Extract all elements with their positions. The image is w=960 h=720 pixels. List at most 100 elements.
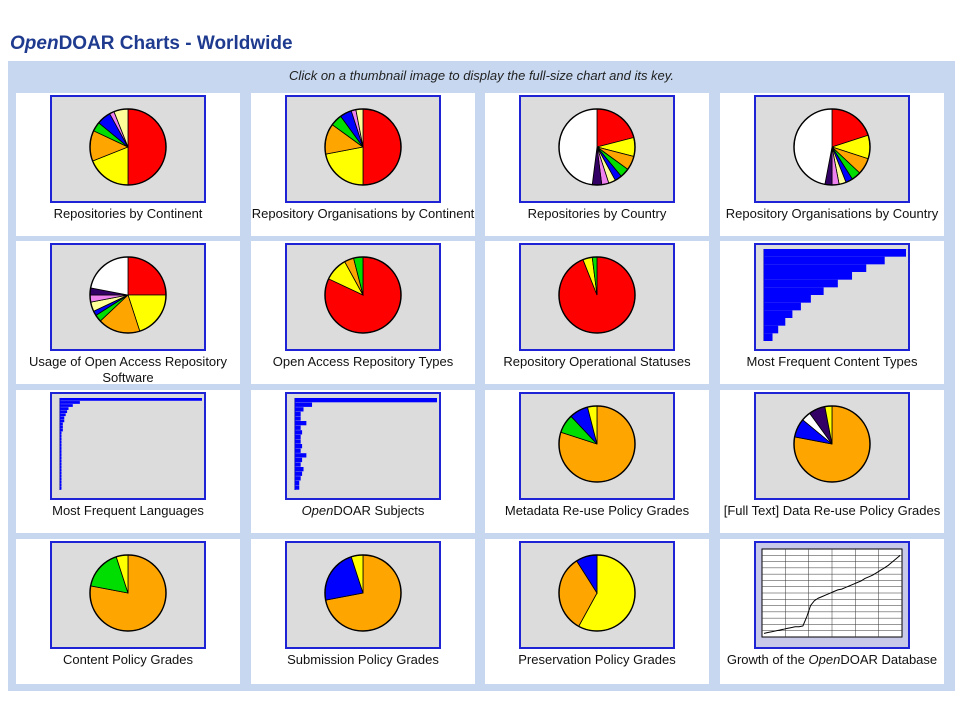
chart-thumbnail-link[interactable] xyxy=(285,541,441,649)
pie-outline xyxy=(89,256,167,334)
bar xyxy=(60,486,62,490)
chart-thumbnail-link[interactable] xyxy=(50,243,206,351)
bar xyxy=(764,272,853,280)
caption-text: Repository Organisations by Country xyxy=(725,206,939,221)
bar xyxy=(60,480,62,484)
chart-thumbnail-link[interactable] xyxy=(754,243,910,351)
bar xyxy=(764,310,793,318)
thumbnail-caption: Most Frequent Content Types xyxy=(720,354,944,370)
chart-thumbnail-image[interactable] xyxy=(521,394,673,498)
bar xyxy=(60,425,63,429)
caption-text: DOAR Subjects xyxy=(333,503,425,518)
bar xyxy=(60,456,62,460)
bar xyxy=(60,401,80,404)
bar xyxy=(60,419,65,423)
thumbnail-cell: [Full Text] Data Re-use Policy Grades xyxy=(720,390,944,533)
thumbnail-cell: Repositories by Continent xyxy=(16,93,240,236)
bar xyxy=(295,416,301,421)
chart-thumbnail-link[interactable] xyxy=(519,392,675,500)
thumbnail-cell: Repository Organisations by Continent xyxy=(251,93,475,236)
bar xyxy=(764,279,838,288)
growth-line xyxy=(763,555,901,634)
bar xyxy=(764,287,824,295)
bar xyxy=(60,471,62,475)
bar xyxy=(60,453,62,456)
chart-thumbnail-image[interactable] xyxy=(287,97,439,201)
bar xyxy=(764,256,885,265)
chart-thumbnail-image[interactable] xyxy=(521,543,673,647)
chart-thumbnail-link[interactable] xyxy=(754,541,910,649)
thumbnail-caption: Preservation Policy Grades xyxy=(485,652,709,668)
pie-slice xyxy=(127,108,167,186)
bar xyxy=(295,434,301,440)
pie-outline xyxy=(324,256,402,334)
chart-thumbnail-image[interactable] xyxy=(521,245,673,349)
chart-thumbnail-image[interactable] xyxy=(52,245,204,349)
thumbnail-caption: Repository Organisations by Continent xyxy=(251,206,475,222)
pie-outline xyxy=(89,554,167,632)
chart-thumbnail-image[interactable] xyxy=(521,97,673,201)
bar xyxy=(295,448,301,453)
chart-thumbnail-image[interactable] xyxy=(756,245,908,349)
bar xyxy=(295,480,300,486)
caption-text: Open Access Repository Types xyxy=(272,354,454,369)
thumbnail-cell: Preservation Policy Grades xyxy=(485,539,709,684)
pie-slice xyxy=(793,108,833,185)
chart-thumbnail-link[interactable] xyxy=(285,95,441,203)
chart-thumbnail-image[interactable] xyxy=(287,245,439,349)
bar xyxy=(60,447,62,450)
chart-thumbnail-image[interactable] xyxy=(287,394,439,498)
thumbnail-cell: Repository Operational Statuses xyxy=(485,241,709,384)
bar xyxy=(60,404,73,407)
bar xyxy=(60,462,62,466)
chart-thumbnail-link[interactable] xyxy=(50,541,206,649)
bar xyxy=(60,465,62,469)
bar xyxy=(295,467,304,472)
charts-panel: Click on a thumbnail image to display th… xyxy=(8,61,955,691)
bar xyxy=(295,462,301,467)
pie-outline xyxy=(558,554,636,632)
bar xyxy=(60,477,62,481)
chart-thumbnail-link[interactable] xyxy=(50,95,206,203)
bar xyxy=(60,444,62,447)
bar xyxy=(295,421,307,426)
chart-thumbnail-image[interactable] xyxy=(756,543,908,647)
chart-thumbnail-link[interactable] xyxy=(50,392,206,500)
chart-thumbnail-image[interactable] xyxy=(52,97,204,201)
thumbnail-caption: Repositories by Continent xyxy=(16,206,240,222)
chart-thumbnail-link[interactable] xyxy=(519,95,675,203)
thumbnail-caption: Open Access Repository Types xyxy=(251,354,475,370)
chart-thumbnail-link[interactable] xyxy=(285,392,441,500)
chart-thumbnail-link[interactable] xyxy=(285,243,441,351)
thumbnail-cell: Metadata Re-use Policy Grades xyxy=(485,390,709,533)
thumbnail-cell: OpenDOAR Subjects xyxy=(251,390,475,533)
chart-thumbnail-link[interactable] xyxy=(519,541,675,649)
caption-text: Open xyxy=(808,652,841,667)
pie-slice xyxy=(558,108,598,186)
chart-thumbnail-image[interactable] xyxy=(52,394,204,498)
bar xyxy=(60,422,63,426)
chart-thumbnail-link[interactable] xyxy=(519,243,675,351)
chart-thumbnail-image[interactable] xyxy=(756,97,908,201)
page-title: OpenDOAR Charts - Worldwide xyxy=(10,33,293,54)
thumbnail-caption: Metadata Re-use Policy Grades xyxy=(485,503,709,519)
chart-thumbnail-link[interactable] xyxy=(754,392,910,500)
thumbnail-caption: OpenDOAR Subjects xyxy=(251,503,475,519)
chart-thumbnail-link[interactable] xyxy=(754,95,910,203)
chart-thumbnail-image[interactable] xyxy=(52,543,204,647)
chart-thumbnail-image[interactable] xyxy=(756,394,908,498)
bar xyxy=(764,295,811,303)
bar xyxy=(295,398,437,403)
instruction-text: Click on a thumbnail image to display th… xyxy=(289,68,674,83)
pie-outline xyxy=(324,108,402,186)
bar xyxy=(295,430,303,435)
thumbnail-cell: Repository Organisations by Country xyxy=(720,93,944,236)
bar xyxy=(60,431,62,435)
bar xyxy=(60,413,66,417)
bar xyxy=(295,425,301,430)
caption-text: Growth of the xyxy=(726,652,809,667)
thumbnail-cell: Usage of Open Access Repository Software xyxy=(16,241,240,385)
pie-slice xyxy=(362,108,402,186)
bar xyxy=(60,434,62,438)
chart-thumbnail-image[interactable] xyxy=(287,543,439,647)
